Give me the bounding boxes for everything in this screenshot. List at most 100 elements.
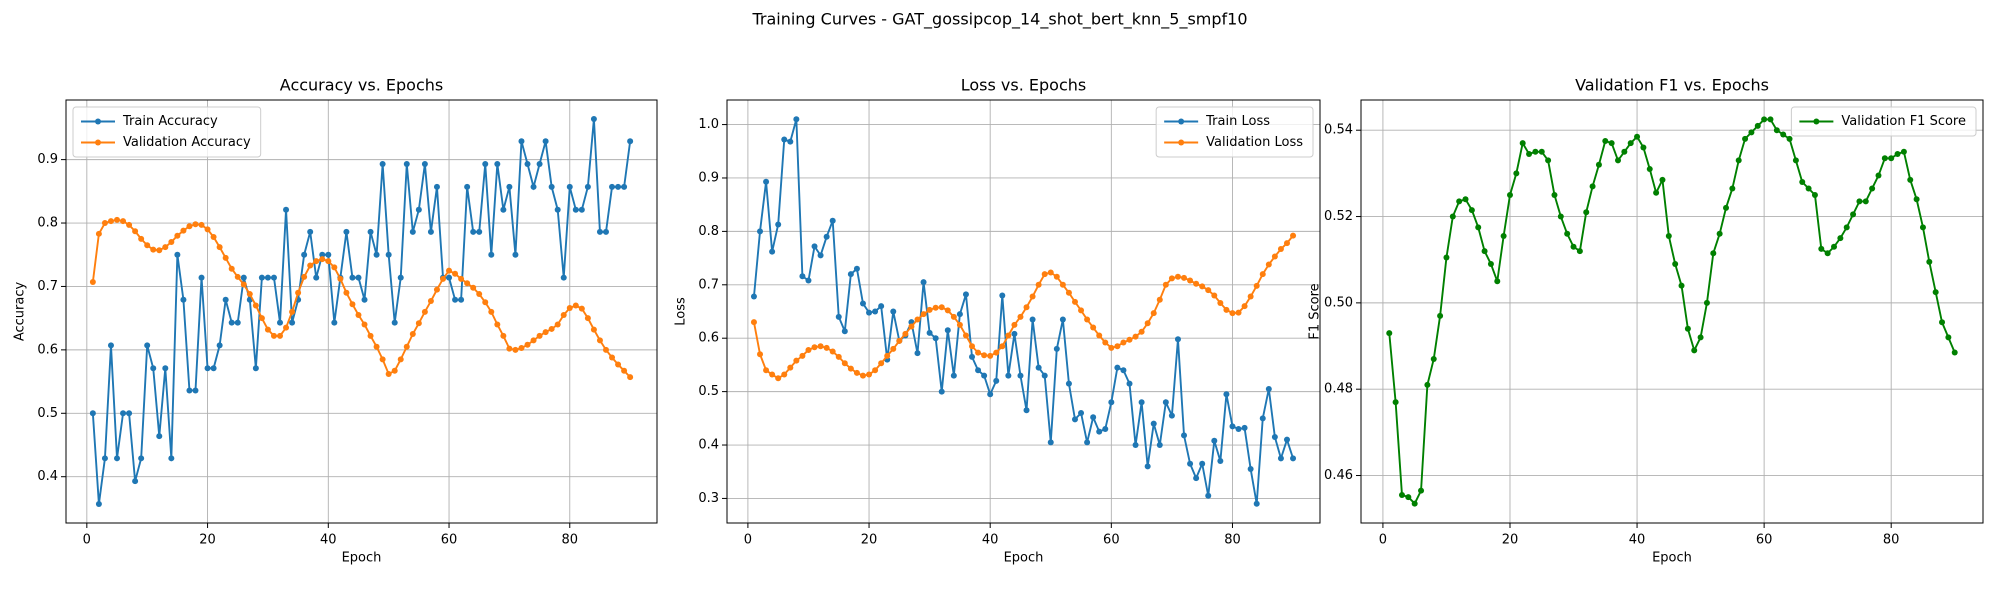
point bbox=[1259, 271, 1266, 278]
point bbox=[1748, 129, 1755, 136]
point bbox=[866, 309, 873, 316]
point bbox=[1456, 198, 1463, 205]
point bbox=[1869, 185, 1876, 192]
point bbox=[859, 300, 866, 307]
point bbox=[1551, 191, 1558, 198]
point bbox=[264, 326, 271, 333]
point bbox=[355, 274, 362, 281]
point bbox=[488, 308, 495, 315]
point bbox=[554, 321, 561, 328]
point bbox=[609, 354, 616, 361]
point bbox=[313, 258, 320, 265]
point bbox=[1241, 303, 1248, 310]
point bbox=[240, 281, 247, 288]
point bbox=[1945, 334, 1952, 341]
point bbox=[361, 296, 368, 303]
point bbox=[853, 265, 860, 272]
point bbox=[1211, 292, 1218, 299]
point bbox=[975, 349, 982, 356]
point bbox=[373, 251, 380, 258]
point bbox=[204, 365, 211, 372]
chart-title: Validation F1 vs. Epochs bbox=[1575, 76, 1769, 95]
point bbox=[1217, 458, 1224, 465]
y-tick-label: 0.46 bbox=[1324, 468, 1353, 483]
point bbox=[890, 308, 897, 315]
point bbox=[799, 352, 806, 359]
point bbox=[1672, 261, 1679, 268]
point bbox=[878, 360, 885, 367]
point bbox=[950, 313, 957, 320]
point bbox=[817, 343, 824, 350]
point bbox=[1500, 232, 1507, 239]
legend-label: Validation F1 Score bbox=[1841, 114, 1966, 129]
point bbox=[1265, 385, 1272, 392]
point bbox=[1017, 313, 1024, 320]
point bbox=[847, 271, 854, 278]
x-tick-label: 40 bbox=[1629, 533, 1646, 548]
point bbox=[805, 277, 812, 284]
point bbox=[343, 289, 350, 296]
point bbox=[216, 342, 223, 349]
y-tick-label: 0.48 bbox=[1324, 382, 1353, 397]
point bbox=[349, 274, 356, 281]
point bbox=[1894, 150, 1901, 157]
point bbox=[427, 298, 434, 305]
point bbox=[1150, 420, 1157, 427]
point bbox=[1029, 293, 1036, 300]
point bbox=[1703, 299, 1710, 306]
point bbox=[530, 337, 537, 344]
point bbox=[1462, 196, 1469, 203]
point bbox=[548, 183, 555, 190]
point bbox=[944, 307, 951, 314]
point bbox=[144, 242, 151, 249]
point bbox=[1247, 466, 1254, 473]
point bbox=[1837, 235, 1844, 242]
point bbox=[120, 218, 127, 225]
point bbox=[1053, 273, 1060, 280]
x-tick-label: 20 bbox=[199, 533, 216, 548]
point bbox=[1900, 148, 1907, 155]
point bbox=[1443, 254, 1450, 261]
x-axis-label: Epoch bbox=[1004, 551, 1044, 566]
point bbox=[1071, 298, 1078, 305]
point bbox=[138, 455, 145, 462]
point bbox=[554, 206, 561, 213]
point bbox=[560, 274, 567, 281]
point bbox=[228, 265, 235, 272]
point bbox=[1811, 191, 1818, 198]
point bbox=[1627, 140, 1634, 147]
point bbox=[1174, 336, 1181, 343]
point bbox=[228, 319, 235, 326]
x-tick-label: 80 bbox=[561, 533, 578, 548]
point bbox=[763, 178, 770, 185]
point bbox=[1850, 211, 1857, 218]
point bbox=[1602, 138, 1609, 145]
y-tick-label: 0.8 bbox=[37, 216, 58, 231]
point bbox=[476, 228, 483, 235]
point bbox=[1096, 332, 1103, 339]
series-line bbox=[1388, 118, 1956, 506]
point bbox=[1041, 271, 1048, 278]
x-axis-label: Epoch bbox=[1652, 551, 1692, 566]
point bbox=[750, 293, 757, 300]
plot-frame bbox=[1360, 99, 1984, 524]
point bbox=[464, 183, 471, 190]
point bbox=[101, 220, 108, 227]
point bbox=[1799, 179, 1806, 186]
x-tick-label: 80 bbox=[1224, 533, 1241, 548]
point bbox=[1005, 332, 1012, 339]
point bbox=[1193, 475, 1200, 482]
point bbox=[319, 251, 326, 258]
point bbox=[609, 183, 616, 190]
point bbox=[793, 357, 800, 364]
point bbox=[1824, 250, 1831, 257]
point bbox=[615, 361, 622, 368]
point bbox=[872, 308, 879, 315]
point bbox=[524, 341, 531, 348]
point bbox=[1059, 281, 1066, 288]
point bbox=[107, 218, 114, 225]
x-tick-label: 0 bbox=[83, 533, 91, 548]
point bbox=[1519, 140, 1526, 147]
y-tick-label: 0.6 bbox=[698, 331, 719, 346]
point bbox=[95, 500, 102, 507]
